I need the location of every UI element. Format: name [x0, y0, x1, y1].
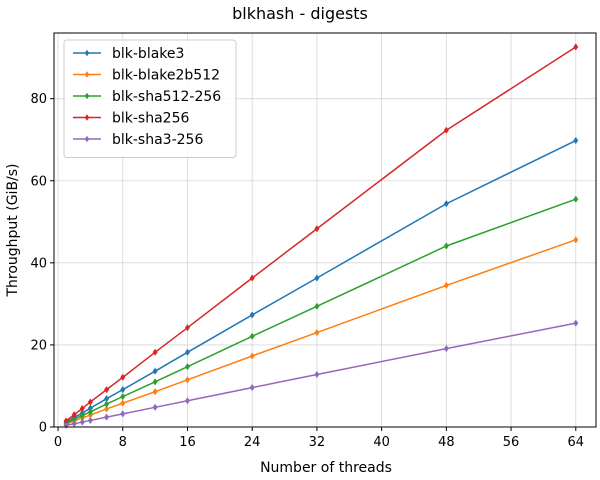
data-point	[120, 373, 126, 381]
data-point	[104, 400, 110, 408]
x-tick-label: 0	[54, 435, 62, 450]
y-tick-label: 40	[30, 256, 47, 271]
legend-item: blk-sha3-256	[73, 132, 203, 148]
data-point	[120, 386, 126, 394]
data-point	[87, 398, 93, 406]
data-point	[184, 376, 191, 384]
data-point	[314, 225, 320, 233]
data-point	[104, 413, 110, 421]
legend-label: blk-sha512-256	[112, 89, 221, 105]
legend-label: blk-blake3	[112, 46, 184, 62]
data-point	[443, 126, 449, 134]
data-point	[443, 281, 449, 290]
data-point	[79, 404, 85, 413]
legend-label: blk-sha3-256	[112, 132, 203, 148]
series-blk-sha3-256	[63, 319, 579, 429]
data-point	[152, 388, 158, 396]
legend-label: blk-blake2b512	[112, 68, 220, 84]
data-point	[87, 408, 93, 416]
legend-item: blk-blake3	[73, 46, 184, 62]
data-point	[249, 352, 255, 360]
legend-box	[63, 39, 237, 158]
chart-title: blkhash - digests	[232, 4, 368, 23]
data-point	[443, 200, 449, 208]
data-point	[120, 410, 126, 418]
legend-item: blk-sha256	[73, 111, 189, 127]
legend-marker	[84, 114, 90, 121]
series-line	[65, 322, 576, 427]
legend-item: blk-sha512-256	[73, 89, 221, 105]
data-point	[120, 392, 126, 401]
data-point	[314, 274, 320, 282]
data-point	[314, 328, 320, 337]
x-tick-label: 40	[373, 435, 390, 450]
data-point	[184, 348, 191, 356]
data-point	[104, 405, 110, 413]
y-tick-label: 80	[30, 92, 47, 107]
y-tick-label: 0	[39, 421, 47, 436]
legend: blk-blake3 blk-blake2b512 blk-sha512-256 bl…	[63, 39, 237, 158]
x-tick-label: 24	[244, 435, 261, 450]
y-tick-label: 20	[30, 338, 47, 353]
series-blk-sha512-256	[63, 195, 579, 427]
data-point	[249, 311, 255, 319]
data-point	[573, 43, 579, 51]
data-point	[573, 319, 579, 327]
data-point	[573, 195, 579, 203]
series-line	[65, 239, 577, 425]
data-point	[314, 302, 320, 310]
x-tick-label: 32	[309, 435, 326, 450]
x-tick-label: 8	[119, 435, 127, 450]
y-axis-label: Throughput (GiB/s)	[5, 163, 21, 297]
data-point	[104, 386, 110, 394]
legend-marker	[84, 49, 90, 57]
data-point	[152, 367, 158, 375]
x-tick-label: 16	[179, 435, 196, 450]
data-point	[573, 136, 579, 145]
series-blk-blake2b512	[63, 236, 579, 428]
y-axis-ticks: 0 20 40 60 80	[30, 92, 54, 436]
data-point	[184, 324, 191, 332]
data-point	[152, 348, 158, 356]
data-point	[87, 416, 93, 425]
series-layer	[63, 43, 579, 429]
legend-marker	[84, 92, 90, 100]
series-line	[65, 198, 577, 424]
legend-marker	[84, 135, 90, 143]
plot-frame	[53, 32, 597, 428]
data-point	[314, 370, 320, 379]
x-axis-label: Number of threads	[260, 460, 392, 476]
data-point	[249, 332, 255, 340]
data-point	[71, 411, 77, 419]
data-point	[184, 363, 191, 371]
legend-label: blk-sha256	[112, 111, 189, 127]
data-point	[443, 242, 449, 250]
data-point	[443, 344, 449, 353]
x-axis-ticks: 0 8 16 24 32 40 48 56 64	[54, 427, 584, 450]
x-tick-label: 56	[503, 435, 520, 450]
data-point	[152, 403, 158, 411]
series-line	[65, 139, 577, 423]
data-point	[249, 383, 255, 392]
data-point	[184, 397, 191, 405]
y-tick-label: 60	[30, 174, 47, 189]
series-blk-sha256	[63, 43, 579, 425]
x-tick-label: 48	[438, 435, 455, 450]
data-point	[120, 399, 126, 407]
legend-item: blk-blake2b512	[73, 68, 220, 84]
x-tick-label: 64	[568, 435, 585, 450]
legend-marker	[84, 71, 90, 78]
data-point	[152, 378, 158, 386]
data-point	[249, 274, 255, 282]
data-point	[573, 236, 579, 244]
data-point	[79, 418, 85, 426]
